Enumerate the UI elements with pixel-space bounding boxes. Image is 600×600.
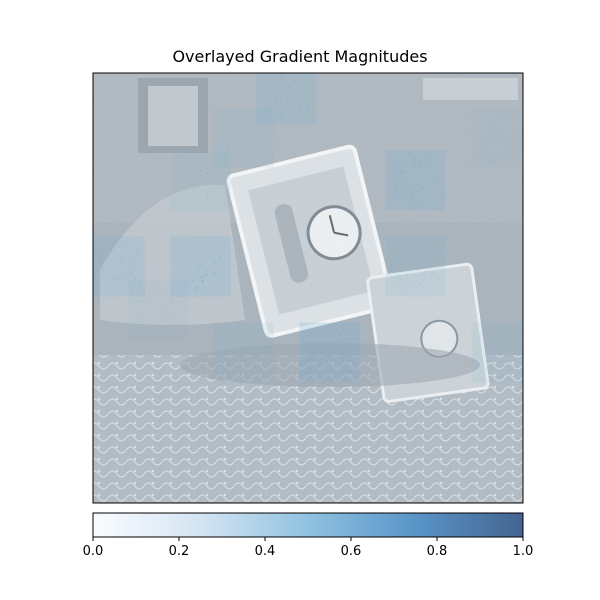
colorbar-gradient	[93, 513, 523, 537]
colorbar-tick-label: 0.6	[341, 544, 362, 559]
colorbar: 0.0 0.2 0.4 0.6 0.8 1.0	[83, 512, 534, 559]
colorbar-tick-label: 0.8	[427, 544, 448, 559]
colorbar-tick-label: 0.2	[169, 544, 190, 559]
colorbar-tick-label: 0.0	[83, 544, 104, 559]
colorbar-tick-label: 1.0	[513, 544, 534, 559]
colorbar-tick-label: 0.4	[255, 544, 276, 559]
colorbar-ticks: 0.0 0.2 0.4 0.6 0.8 1.0	[83, 537, 534, 559]
plot-frame	[92, 72, 524, 504]
chart-title: Overlayed Gradient Magnitudes	[172, 47, 428, 66]
heatmap-image	[93, 73, 523, 503]
